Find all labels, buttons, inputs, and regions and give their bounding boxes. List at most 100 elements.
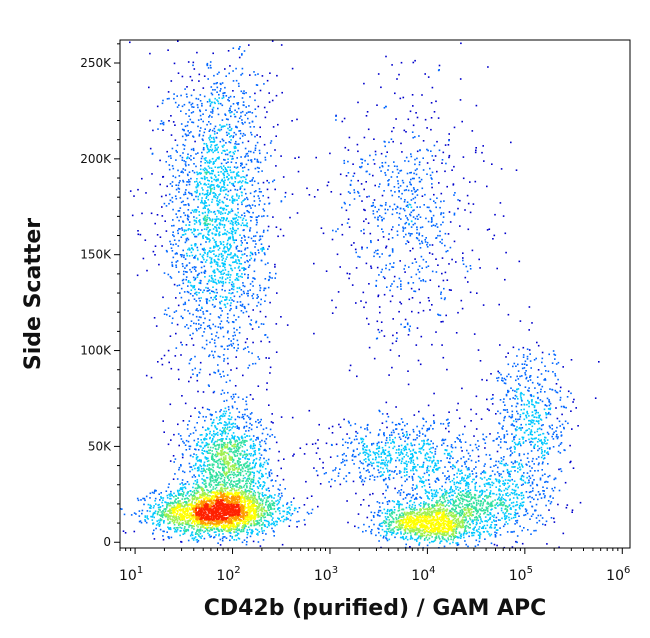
data-point <box>416 327 419 329</box>
data-point <box>216 157 219 160</box>
data-point <box>230 283 233 286</box>
data-point <box>236 143 238 145</box>
data-point <box>420 255 423 258</box>
data-point <box>239 326 241 329</box>
data-point <box>366 196 368 198</box>
data-point <box>397 452 400 454</box>
data-point <box>410 206 413 209</box>
data-point <box>384 212 387 215</box>
data-point <box>560 435 563 437</box>
data-point <box>177 184 180 187</box>
data-point <box>174 195 177 197</box>
data-point <box>537 463 540 466</box>
data-point <box>331 425 334 428</box>
data-point <box>251 112 254 114</box>
data-point <box>362 448 364 451</box>
data-point <box>475 481 477 484</box>
data-point <box>443 439 445 442</box>
data-point <box>406 463 408 466</box>
data-point <box>170 80 173 82</box>
data-point <box>196 456 199 458</box>
data-point <box>204 204 206 207</box>
data-point <box>168 527 170 529</box>
data-point <box>269 494 271 497</box>
data-point <box>167 536 169 538</box>
data-point <box>232 432 235 434</box>
data-point <box>230 171 232 174</box>
data-point <box>198 297 200 300</box>
data-point <box>487 482 489 484</box>
data-point <box>357 453 360 456</box>
data-point <box>202 236 204 238</box>
data-point <box>381 525 383 528</box>
data-point <box>278 510 281 512</box>
data-point <box>216 91 218 93</box>
data-point <box>239 234 241 236</box>
data-point <box>494 473 496 476</box>
data-point <box>219 356 221 358</box>
data-point <box>355 267 358 269</box>
data-point <box>364 454 366 456</box>
data-point <box>411 475 414 478</box>
data-point <box>214 325 217 328</box>
data-point <box>237 149 239 152</box>
data-point <box>475 413 478 415</box>
data-point <box>505 487 507 490</box>
data-point <box>412 428 415 431</box>
data-point <box>252 435 255 437</box>
data-point <box>399 97 402 100</box>
data-point <box>170 490 172 493</box>
data-point <box>179 197 182 199</box>
data-point <box>192 456 194 458</box>
data-point <box>193 216 195 218</box>
data-point <box>421 447 423 449</box>
data-point <box>278 450 280 453</box>
data-point <box>515 169 518 171</box>
data-point <box>382 478 385 481</box>
data-point <box>286 503 288 506</box>
data-point <box>368 459 370 462</box>
data-point <box>229 151 232 153</box>
data-point <box>256 437 258 439</box>
data-point <box>444 271 447 274</box>
data-point <box>404 160 406 162</box>
data-point <box>416 157 418 160</box>
data-point <box>257 73 259 75</box>
data-point <box>169 493 172 495</box>
data-point <box>282 176 285 178</box>
data-point <box>398 470 401 472</box>
data-point <box>217 200 220 203</box>
data-point <box>250 257 253 260</box>
data-point <box>181 75 184 78</box>
data-point <box>467 458 470 460</box>
data-point <box>545 370 547 372</box>
data-point <box>515 540 517 543</box>
data-point <box>541 474 544 477</box>
data-point <box>336 253 339 256</box>
data-point <box>270 472 273 475</box>
data-point <box>195 448 197 451</box>
data-point <box>202 237 204 240</box>
data-point <box>239 46 241 48</box>
data-point <box>374 153 377 156</box>
data-point <box>516 410 518 413</box>
data-point <box>151 491 154 494</box>
data-point <box>282 234 285 237</box>
data-point <box>563 449 565 451</box>
data-point <box>201 346 204 349</box>
data-point <box>536 441 539 443</box>
data-point <box>421 94 423 96</box>
data-point <box>243 539 246 541</box>
data-point <box>179 228 181 230</box>
data-point <box>175 297 177 299</box>
data-point <box>219 223 222 225</box>
data-point <box>234 150 236 153</box>
data-point <box>502 483 504 485</box>
data-point <box>422 445 424 448</box>
data-point <box>471 481 473 483</box>
data-point <box>221 310 223 312</box>
data-point <box>232 182 235 185</box>
data-point <box>227 99 229 101</box>
data-point <box>236 175 238 177</box>
data-point <box>528 387 530 389</box>
